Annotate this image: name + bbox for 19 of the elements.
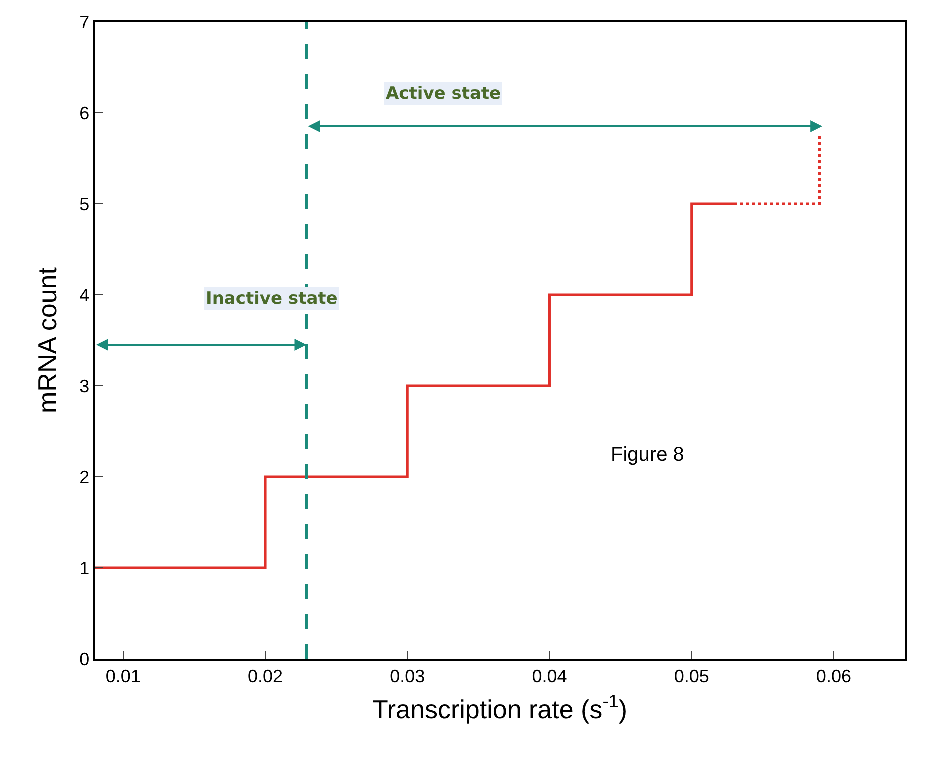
y-tick-label: 4 — [80, 285, 90, 306]
x-tick-label: 0.01 — [106, 666, 141, 686]
annotation: Active state — [386, 84, 502, 104]
y-tick-label: 1 — [80, 558, 90, 578]
y-tick-label: 6 — [80, 103, 90, 124]
x-axis-title: Transcription rate (s$^{-1}$) — [372, 692, 628, 725]
y-axis-title: mRNA count — [32, 266, 63, 414]
x-tick-label: 0.06 — [816, 666, 852, 686]
y-tick-label: 7 — [80, 12, 90, 32]
x-tick-label: 0.05 — [674, 666, 710, 686]
x-tick-label: 0.02 — [248, 666, 284, 686]
y-tick-label: 5 — [80, 194, 90, 214]
x-tick-label: 0.03 — [390, 666, 426, 686]
y-tick-label: 2 — [80, 467, 90, 488]
annotation: Inactive state — [206, 289, 338, 309]
y-tick-label: 0 — [80, 649, 90, 670]
x-tick-label: 0.04 — [532, 666, 568, 686]
y-tick-label: 3 — [80, 376, 90, 396]
annotation: Figure 8 — [611, 444, 684, 466]
